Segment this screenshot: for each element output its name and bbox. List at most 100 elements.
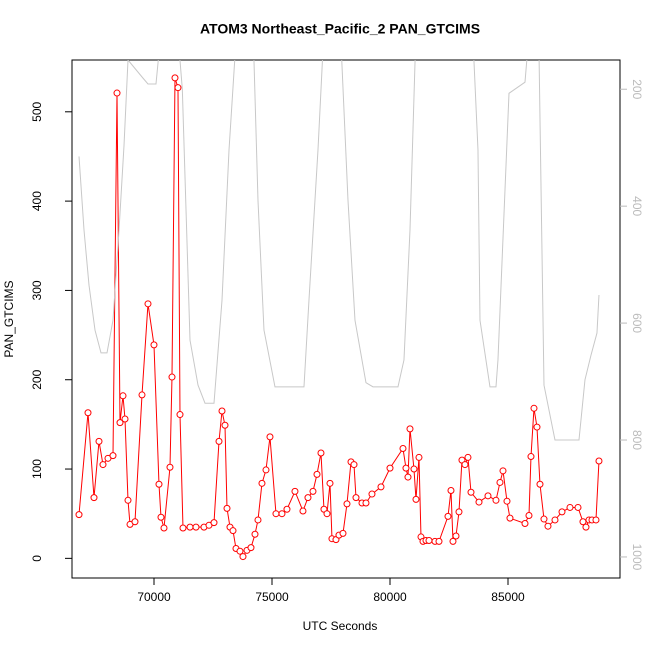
data-point	[317, 449, 325, 457]
data-point	[313, 470, 321, 478]
data-point	[551, 516, 559, 524]
data-point	[362, 499, 370, 507]
data-point	[229, 527, 237, 535]
data-point	[412, 495, 420, 503]
data-point	[339, 529, 347, 537]
data-point	[455, 508, 463, 516]
data-point	[215, 437, 223, 445]
data-point	[210, 519, 218, 527]
data-point	[452, 532, 460, 540]
y-tick-label: 400	[30, 191, 44, 211]
data-point	[582, 523, 590, 531]
data-point	[475, 498, 483, 506]
data-point	[192, 523, 200, 531]
data-point	[343, 500, 351, 508]
data-point	[461, 461, 469, 469]
data-point	[595, 457, 603, 465]
data-point	[84, 409, 92, 417]
data-point	[503, 497, 511, 505]
x-axis-label: UTC Seconds	[303, 619, 378, 633]
data-point	[404, 473, 412, 481]
data-point	[530, 404, 538, 412]
data-point	[90, 494, 98, 502]
data-point	[291, 487, 299, 495]
x-tick-label: 85000	[491, 590, 525, 604]
data-point	[449, 537, 457, 545]
data-point	[406, 425, 414, 433]
data-point	[124, 496, 132, 504]
data-point	[326, 479, 334, 487]
data-point	[119, 392, 127, 400]
data-point	[221, 421, 229, 429]
data-point	[444, 512, 452, 520]
data-point	[467, 488, 475, 496]
chart-title: ATOM3 Northeast_Pacific_2 PAN_GTCIMS	[200, 21, 480, 37]
series-line	[78, 60, 600, 441]
data-point	[272, 510, 280, 518]
data-point	[304, 494, 312, 502]
data-point	[299, 507, 307, 515]
data-point	[536, 480, 544, 488]
data-point	[75, 511, 83, 519]
y-tick-label: 100	[30, 459, 44, 479]
y2-tick-label: 600	[630, 313, 644, 333]
data-point	[121, 415, 129, 423]
data-point	[544, 522, 552, 530]
y2-tick-label: 400	[630, 196, 644, 216]
data-point	[592, 516, 600, 524]
data-point	[350, 461, 358, 469]
data-point	[574, 503, 582, 511]
data-point	[521, 520, 529, 528]
data-point	[258, 479, 266, 487]
data-point	[176, 411, 184, 419]
data-point	[254, 516, 262, 524]
data-point	[533, 423, 541, 431]
data-point	[218, 407, 226, 415]
data-point	[239, 553, 247, 561]
data-point	[99, 461, 107, 469]
data-point	[278, 510, 286, 518]
data-point	[262, 466, 270, 474]
data-point	[579, 518, 587, 526]
data-point	[415, 453, 423, 461]
y2-tick-label: 200	[630, 79, 644, 99]
data-point	[506, 514, 514, 522]
x-tick-label: 70000	[137, 590, 171, 604]
data-point	[377, 483, 385, 491]
y-tick-label: 200	[30, 369, 44, 389]
data-point	[309, 487, 317, 495]
y-tick-label: 500	[30, 101, 44, 121]
data-point	[435, 537, 443, 545]
data-point	[283, 505, 291, 513]
data-point	[109, 452, 117, 460]
data-point	[247, 544, 255, 552]
data-point	[171, 74, 179, 82]
data-point	[160, 524, 168, 532]
data-point	[386, 464, 394, 472]
data-point	[186, 523, 194, 531]
data-point	[166, 463, 174, 471]
data-point	[399, 445, 407, 452]
data-point	[499, 467, 507, 475]
x-tick-label: 75000	[255, 590, 289, 604]
x-tick-label: 80000	[373, 590, 407, 604]
data-point	[527, 453, 535, 461]
data-point	[368, 490, 376, 498]
data-point	[113, 89, 121, 97]
data-point	[266, 433, 274, 441]
data-point	[131, 518, 139, 526]
data-point	[150, 341, 158, 349]
data-point	[174, 84, 182, 92]
data-point	[157, 513, 165, 521]
data-point	[352, 494, 360, 502]
data-point	[566, 503, 574, 511]
y-axis-label: PAN_GTCIMS	[2, 280, 16, 357]
data-point	[168, 373, 176, 381]
data-point	[558, 508, 566, 516]
y2-tick-label: 800	[630, 430, 644, 450]
y2-tick-label: 1000	[630, 544, 644, 571]
data-point	[402, 464, 410, 472]
data-point	[484, 492, 492, 500]
data-point	[95, 437, 103, 445]
